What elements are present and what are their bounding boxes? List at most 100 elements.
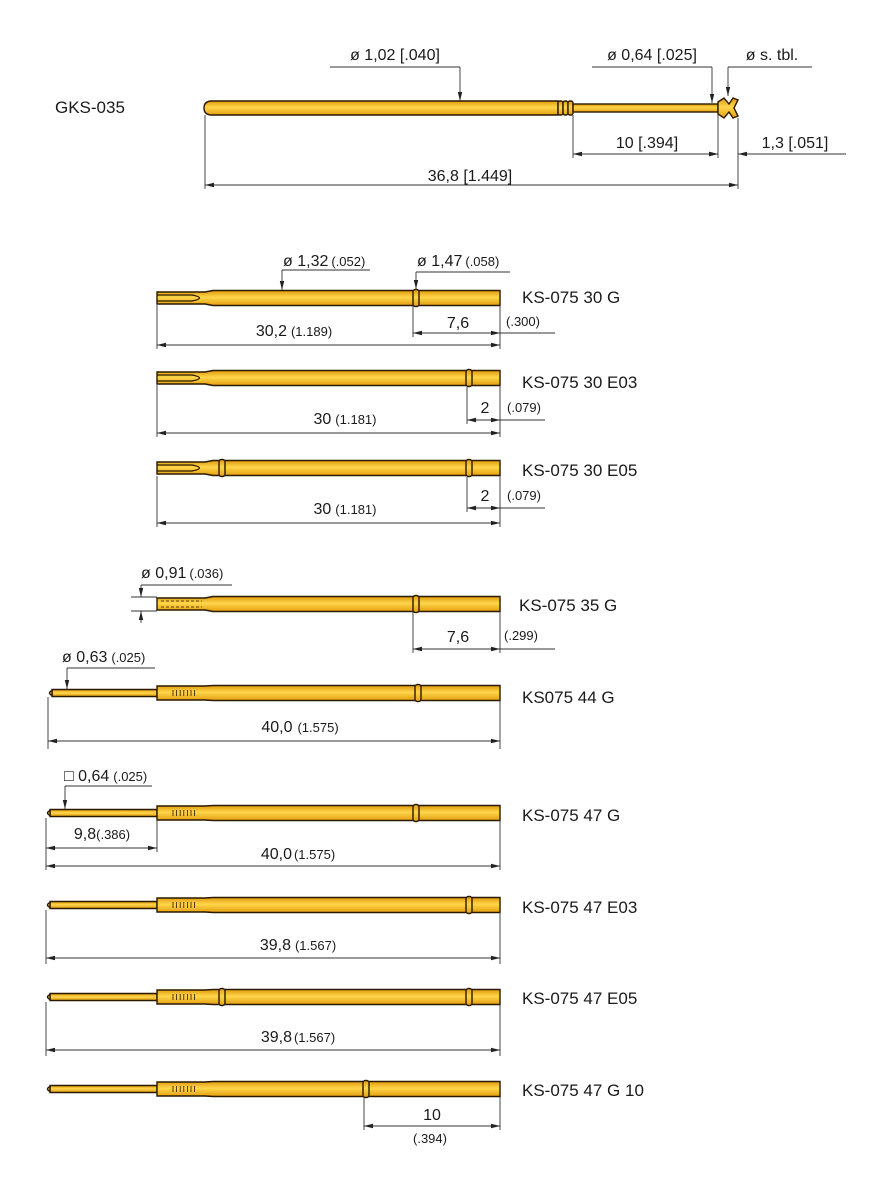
gks-dia-thin: ø 0,64 [.025]	[607, 47, 697, 64]
pin-label: KS-075 30 E03	[522, 373, 637, 392]
arrowhead	[491, 430, 500, 436]
arrowhead	[467, 417, 476, 423]
arrowhead	[279, 281, 285, 290]
gks-label: GKS-035	[55, 98, 125, 117]
pin-body	[156, 595, 501, 613]
gks-dia-body: ø 1,02 [.040]	[350, 47, 440, 64]
pin-label: KS-075 35 G	[519, 596, 617, 615]
pin-label: KS-075 47 G 10	[522, 1081, 644, 1100]
pin-total: 30 (1.181)	[314, 501, 377, 518]
arrowhead	[46, 845, 55, 851]
arrowhead	[413, 646, 422, 652]
pin-dim-ring: 2	[481, 488, 490, 505]
arrowhead	[491, 1047, 500, 1053]
pin-tip-end	[46, 1085, 51, 1093]
probe-pin	[156, 595, 501, 613]
arrowhead	[157, 430, 166, 436]
arrowhead	[364, 1123, 373, 1129]
arrowhead	[64, 680, 70, 689]
gks-ring	[557, 100, 564, 116]
arrowhead	[491, 955, 500, 961]
arrowhead	[491, 330, 500, 336]
pin-dim-ring-in: (.299)	[504, 628, 538, 643]
arrowhead	[148, 845, 157, 851]
probe-pin	[156, 289, 501, 307]
arrowhead	[491, 646, 500, 652]
arrowhead	[491, 1123, 500, 1129]
arrowhead	[157, 520, 166, 526]
arrowhead	[46, 955, 55, 961]
pin-tip	[49, 992, 158, 1002]
arrowhead	[457, 92, 463, 101]
arrowhead	[738, 151, 747, 157]
arrowhead	[46, 1047, 55, 1053]
gks-dia-tip: ø s. tbl.	[746, 47, 798, 64]
pin-label: KS-075 47 E05	[522, 989, 637, 1008]
pin-body	[156, 369, 501, 387]
pin-dim-ring: 2	[481, 400, 490, 417]
arrowhead	[48, 738, 57, 744]
pin-ring	[465, 368, 473, 388]
pin-tip-end	[46, 993, 51, 1001]
slot-icon	[157, 464, 201, 472]
probe-pin	[156, 459, 501, 477]
gks-dim-thin: 10 [.394]	[616, 135, 678, 152]
arrowhead	[573, 151, 582, 157]
arrowhead	[413, 330, 422, 336]
gks-dim-tip: 1,3 [.051]	[762, 135, 829, 152]
pin-tip	[49, 900, 158, 910]
pin-dim-ring-in: (.079)	[507, 488, 541, 503]
pin-label: KS075 44 G	[522, 688, 615, 707]
pin-ring	[414, 683, 422, 703]
pin-label: KS-075 30 E05	[522, 461, 637, 480]
pin-dia2: ø 1,47 (.058)	[417, 253, 499, 270]
pin-ring	[465, 895, 473, 915]
pin-ring	[412, 803, 420, 823]
pin-ring	[465, 458, 473, 478]
pin-dim-ring-in: (.079)	[507, 400, 541, 415]
pin-dim-ring-in: (.300)	[506, 314, 540, 329]
probe-pin	[156, 369, 501, 387]
arrowhead	[46, 863, 55, 869]
pin-ring	[362, 1079, 370, 1099]
arrowhead	[491, 417, 500, 423]
pin-body	[156, 896, 501, 914]
pin-body	[156, 1080, 501, 1098]
arrowhead	[491, 738, 500, 744]
pin-tip	[49, 808, 158, 818]
pin-total: 40,0 (1.575)	[261, 719, 338, 736]
pin-ring	[218, 458, 226, 478]
arrowhead	[729, 182, 738, 188]
pin-label: KS-075 47 G	[522, 806, 620, 825]
pin-dia1: □ 0,64 (.025)	[64, 768, 147, 785]
pin-tip	[51, 688, 158, 698]
gks-dim-total: 36,8 [1.449]	[428, 168, 513, 185]
geometry-layer	[45, 66, 846, 1130]
arrowhead	[491, 520, 500, 526]
pin-tip	[49, 1084, 158, 1094]
gks-plunger	[572, 103, 719, 113]
pin-tip-end	[46, 901, 51, 909]
pin-body	[156, 289, 501, 307]
pin-label: KS-075 47 E03	[522, 898, 637, 917]
pin-body	[156, 988, 501, 1006]
arrowhead	[467, 505, 476, 511]
arrowhead	[709, 151, 718, 157]
pin-total: 39,8 (1.567)	[260, 937, 336, 954]
arrowhead	[709, 94, 715, 103]
pin-ring	[218, 987, 226, 1007]
pin-body	[156, 459, 501, 477]
arrowhead	[62, 800, 68, 809]
arrowhead	[138, 611, 144, 620]
pin-tip-end	[48, 689, 53, 697]
arrowhead	[491, 342, 500, 348]
pin-total: 39,8 (1.567)	[261, 1029, 335, 1046]
arrowhead	[205, 182, 214, 188]
crown-tip-icon	[717, 97, 739, 119]
slot-icon	[157, 294, 201, 302]
arrowhead	[413, 280, 419, 289]
pin-dim-ring: 10	[423, 1107, 441, 1124]
pin-dim-tip: 9,8(.386)	[74, 826, 130, 843]
pin-dim-ring: 7,6	[447, 315, 469, 332]
